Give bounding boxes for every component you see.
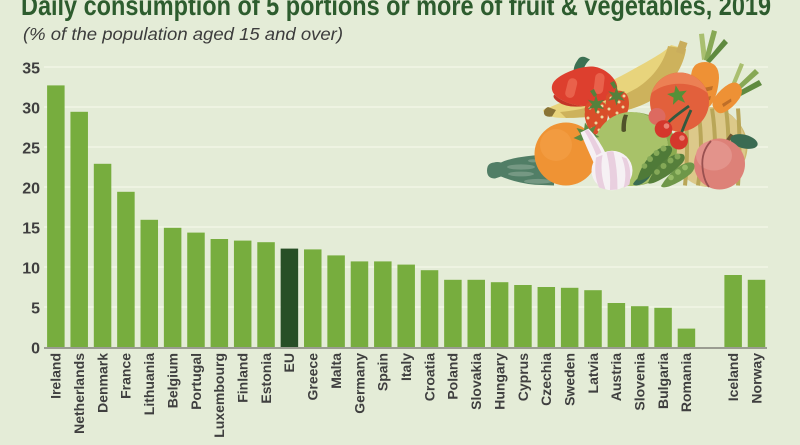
svg-text:France: France <box>118 353 134 399</box>
svg-text:Slovenia: Slovenia <box>632 353 648 411</box>
svg-text:Norway: Norway <box>748 353 764 404</box>
svg-text:Germany: Germany <box>351 353 367 414</box>
svg-text:Portugal: Portugal <box>188 353 204 410</box>
svg-text:Lithuania: Lithuania <box>141 353 157 415</box>
svg-text:Slovakia: Slovakia <box>468 353 484 410</box>
svg-text:5: 5 <box>31 300 40 317</box>
svg-text:Finland: Finland <box>234 353 250 403</box>
svg-text:Denmark: Denmark <box>94 353 110 413</box>
svg-text:Malta: Malta <box>328 353 344 389</box>
svg-text:25: 25 <box>22 140 40 157</box>
svg-text:Poland: Poland <box>445 353 461 400</box>
svg-text:Italy: Italy <box>398 353 414 381</box>
svg-text:0: 0 <box>31 340 40 357</box>
svg-text:Czechia: Czechia <box>538 353 554 406</box>
svg-text:Cyprus: Cyprus <box>515 353 531 401</box>
svg-text:Luxembourg: Luxembourg <box>211 353 227 438</box>
svg-text:Daily consumption of 5 portion: Daily consumption of 5 portions or more … <box>21 0 771 21</box>
svg-text:Ireland: Ireland <box>48 353 64 399</box>
svg-text:Hungary: Hungary <box>491 353 507 410</box>
svg-text:(% of the population aged 15 a: (% of the population aged 15 and over) <box>23 24 343 44</box>
svg-text:Sweden: Sweden <box>561 353 577 406</box>
svg-text:30: 30 <box>22 100 40 117</box>
svg-text:EU: EU <box>281 353 297 372</box>
svg-text:Romania: Romania <box>678 353 694 412</box>
svg-text:Bulgaria: Bulgaria <box>655 353 671 409</box>
svg-text:35: 35 <box>22 60 40 77</box>
svg-text:10: 10 <box>22 260 40 277</box>
svg-text:Iceland: Iceland <box>725 353 741 401</box>
svg-text:Estonia: Estonia <box>258 353 274 404</box>
svg-text:Latvia: Latvia <box>585 353 601 394</box>
svg-text:Belgium: Belgium <box>164 353 180 408</box>
svg-text:Spain: Spain <box>375 353 391 391</box>
svg-text:Croatia: Croatia <box>421 353 437 401</box>
svg-text:15: 15 <box>22 220 40 237</box>
svg-text:20: 20 <box>22 180 40 197</box>
svg-text:Austria: Austria <box>608 353 624 401</box>
svg-text:Netherlands: Netherlands <box>71 353 87 434</box>
svg-text:Greece: Greece <box>305 353 321 401</box>
